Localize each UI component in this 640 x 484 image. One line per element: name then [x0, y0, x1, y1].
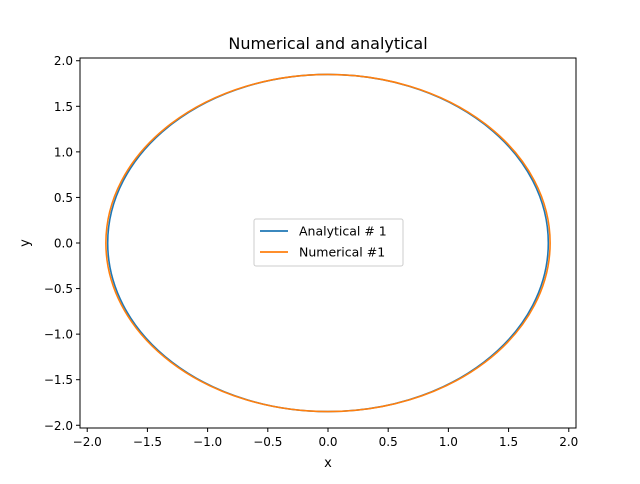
x-tick-label: 1.0: [439, 435, 458, 449]
y-tick-label: 0.5: [54, 191, 73, 205]
legend-label-1: Analytical # 1: [299, 224, 387, 239]
x-tick-label: −1.0: [193, 435, 222, 449]
x-axis-label: x: [324, 456, 332, 471]
y-tick-label: 0.0: [54, 237, 73, 251]
legend-label-2: Numerical #1: [299, 245, 385, 260]
x-tick-label: −0.5: [253, 435, 282, 449]
x-tick-label: 1.5: [499, 435, 518, 449]
x-axis-ticks: −2.0 −1.5 −1.0 −0.5 0.0 0.5 1.0 1.5 2.0: [73, 428, 578, 449]
legend-box: [253, 218, 404, 267]
y-tick-label: 2.0: [54, 54, 73, 68]
series-layer: [105, 73, 551, 413]
x-tick-label: 0.0: [318, 435, 337, 449]
x-tick-label: −2.0: [73, 435, 102, 449]
legend: Analytical # 1 Numerical #1: [253, 218, 404, 267]
y-tick-label: −0.5: [44, 282, 73, 296]
x-tick-label: 2.0: [559, 435, 578, 449]
series-line-2: [105, 73, 551, 413]
x-tick-label: 0.5: [379, 435, 398, 449]
x-tick-label: −1.5: [133, 435, 162, 449]
chart-title: Numerical and analytical: [228, 34, 427, 53]
y-axis-ticks: −2.0 −1.5 −1.0 −0.5 0.0 0.5 1.0 1.5 2.0: [44, 54, 80, 433]
y-tick-label: −2.0: [44, 419, 73, 433]
y-tick-label: 1.5: [54, 100, 73, 114]
y-tick-label: −1.5: [44, 373, 73, 387]
y-axis-label: y: [18, 239, 33, 247]
y-tick-label: 1.0: [54, 145, 73, 159]
y-tick-label: −1.0: [44, 328, 73, 342]
